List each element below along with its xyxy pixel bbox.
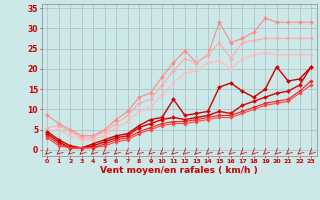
X-axis label: Vent moyen/en rafales ( km/h ): Vent moyen/en rafales ( km/h ) (100, 166, 258, 175)
